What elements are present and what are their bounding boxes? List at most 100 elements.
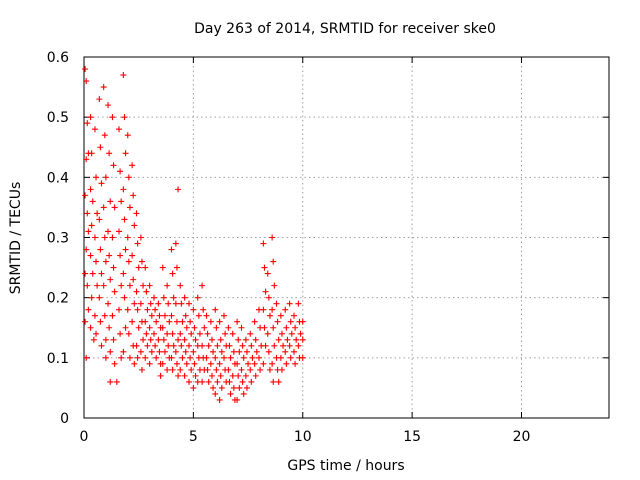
data-point bbox=[161, 312, 168, 319]
data-point bbox=[181, 294, 188, 301]
data-point bbox=[97, 246, 104, 253]
data-point bbox=[124, 132, 131, 139]
data-point bbox=[172, 348, 179, 355]
data-point bbox=[177, 366, 184, 373]
data-point bbox=[124, 306, 131, 313]
data-point bbox=[101, 312, 108, 319]
data-point bbox=[295, 300, 302, 307]
x-tick-label: 10 bbox=[294, 429, 312, 445]
data-point bbox=[173, 264, 180, 271]
data-point bbox=[109, 312, 116, 319]
data-point bbox=[260, 306, 267, 313]
data-point bbox=[126, 204, 133, 211]
data-point bbox=[102, 336, 109, 343]
data-point bbox=[291, 348, 297, 355]
data-point bbox=[235, 372, 242, 379]
data-point bbox=[178, 300, 185, 307]
data-point bbox=[266, 312, 273, 319]
data-point bbox=[137, 234, 144, 241]
data-point bbox=[88, 294, 95, 301]
data-point bbox=[274, 318, 281, 325]
data-point bbox=[247, 366, 254, 373]
data-point bbox=[275, 336, 282, 343]
data-point bbox=[271, 342, 278, 349]
data-point bbox=[134, 354, 141, 361]
data-point bbox=[239, 342, 246, 349]
data-point bbox=[252, 372, 259, 379]
data-point bbox=[111, 360, 118, 367]
data-point bbox=[170, 294, 177, 301]
data-point bbox=[105, 102, 112, 109]
data-point bbox=[200, 306, 207, 313]
data-point bbox=[222, 330, 229, 337]
data-point bbox=[292, 324, 299, 331]
data-point bbox=[190, 384, 197, 391]
chart-title: Day 263 of 2014, SRMTID for receiver ske… bbox=[194, 21, 496, 37]
data-point bbox=[269, 306, 276, 313]
data-point bbox=[210, 384, 217, 391]
data-point bbox=[125, 330, 132, 337]
data-point bbox=[188, 330, 195, 337]
data-point bbox=[146, 324, 153, 331]
y-tick-label: 0.3 bbox=[47, 231, 69, 247]
data-point bbox=[135, 324, 142, 331]
data-point bbox=[125, 258, 132, 265]
data-point bbox=[194, 294, 201, 301]
data-point bbox=[227, 390, 234, 397]
data-point bbox=[230, 384, 237, 391]
data-point bbox=[82, 318, 89, 325]
data-point bbox=[152, 342, 159, 349]
data-point bbox=[207, 318, 214, 325]
x-tick-label: 20 bbox=[513, 429, 531, 445]
y-tick-label: 0.4 bbox=[47, 170, 69, 186]
data-point bbox=[102, 258, 109, 265]
data-point bbox=[121, 114, 128, 121]
data-point bbox=[172, 240, 179, 247]
data-point bbox=[204, 366, 211, 373]
data-point bbox=[277, 354, 284, 361]
y-tick-label: 0.1 bbox=[47, 351, 69, 367]
data-point bbox=[278, 366, 285, 373]
data-point bbox=[273, 300, 280, 307]
data-point bbox=[118, 354, 125, 361]
data-point bbox=[143, 288, 150, 295]
data-point bbox=[160, 294, 167, 301]
data-point bbox=[183, 324, 190, 331]
data-point bbox=[107, 198, 114, 205]
data-point bbox=[129, 252, 136, 259]
data-point bbox=[190, 348, 197, 355]
data-point bbox=[130, 276, 137, 283]
data-point bbox=[203, 312, 210, 319]
data-point bbox=[236, 348, 243, 355]
data-point bbox=[212, 390, 219, 397]
data-point bbox=[165, 300, 172, 307]
data-point bbox=[177, 330, 184, 337]
data-point bbox=[201, 324, 208, 331]
data-point bbox=[278, 330, 285, 337]
data-point bbox=[98, 270, 105, 277]
data-point bbox=[116, 306, 122, 313]
data-point bbox=[117, 330, 124, 337]
data-point bbox=[213, 366, 220, 373]
data-point bbox=[100, 282, 107, 289]
data-point bbox=[283, 324, 290, 331]
y-tick-label: 0.5 bbox=[47, 110, 69, 126]
data-point bbox=[109, 234, 116, 241]
data-point bbox=[91, 234, 98, 241]
data-point bbox=[110, 264, 117, 271]
data-point bbox=[175, 372, 182, 379]
data-point bbox=[159, 360, 166, 367]
data-point bbox=[101, 234, 108, 241]
data-point bbox=[169, 270, 176, 277]
data-point bbox=[135, 264, 142, 271]
data-point bbox=[196, 330, 203, 337]
data-point bbox=[253, 348, 260, 355]
data-point bbox=[207, 360, 214, 367]
data-point bbox=[151, 294, 157, 301]
data-point bbox=[82, 66, 89, 73]
data-point bbox=[191, 324, 198, 331]
data-point bbox=[138, 258, 145, 265]
x-tick-label: 5 bbox=[189, 429, 198, 445]
data-point bbox=[283, 360, 290, 367]
data-point bbox=[199, 378, 206, 385]
